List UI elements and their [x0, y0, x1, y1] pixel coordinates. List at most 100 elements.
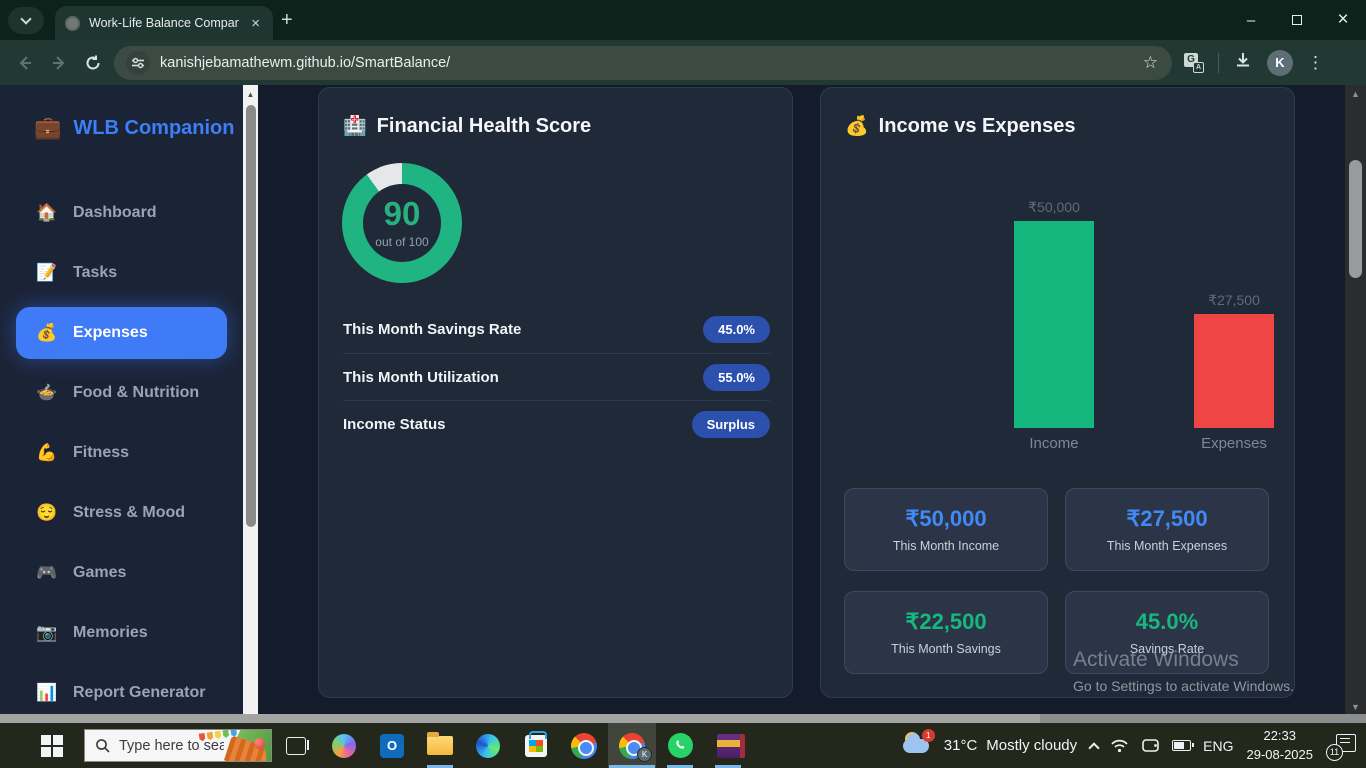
- winrar-button[interactable]: [704, 723, 752, 768]
- start-button[interactable]: [28, 723, 76, 768]
- money-bag-icon: 💰: [845, 116, 869, 137]
- whatsapp-icon: [667, 733, 693, 758]
- metric-label: This Month Savings Rate: [343, 321, 522, 338]
- wifi-icon[interactable]: [1110, 738, 1129, 753]
- sidebar-item-food-nutrition[interactable]: 🍲 Food & Nutrition: [0, 363, 243, 423]
- taskbar-search[interactable]: [84, 729, 272, 762]
- metric-row-income-status: Income Status Surplus: [343, 400, 770, 447]
- window-controls: – ×: [1228, 0, 1366, 40]
- income-bar-column: ₹50,000: [1014, 199, 1094, 428]
- tab-close-icon[interactable]: ×: [251, 14, 260, 32]
- page-scrollbar[interactable]: ▲ ▼: [1345, 85, 1366, 714]
- health-metrics: This Month Savings Rate 45.0% This Month…: [343, 306, 770, 447]
- browser-menu-button[interactable]: ⋮: [1307, 52, 1324, 72]
- hospital-icon: 🏥: [343, 116, 367, 137]
- sidebar-item-dashboard[interactable]: 🏠 Dashboard: [0, 183, 243, 243]
- muscle-icon: 💪: [36, 443, 58, 462]
- food-pot-icon: 🍲: [36, 383, 58, 402]
- reload-button[interactable]: [76, 46, 110, 80]
- sidebar-scrollbar[interactable]: ▲: [243, 85, 258, 714]
- income-bar-value: ₹50,000: [1028, 199, 1080, 215]
- restore-button[interactable]: [1274, 0, 1320, 40]
- restore-icon: [1292, 11, 1307, 25]
- new-tab-button[interactable]: +: [281, 9, 293, 31]
- scroll-down-icon[interactable]: ▼: [1351, 702, 1360, 712]
- tune-icon: [132, 57, 144, 68]
- minimize-button[interactable]: –: [1246, 11, 1256, 29]
- winrar-icon: [716, 733, 745, 758]
- expenses-axis-label: Expenses: [1201, 435, 1267, 452]
- metric-value-badge: 45.0%: [703, 316, 770, 343]
- stat-value: ₹27,500: [1126, 506, 1208, 531]
- task-view-button[interactable]: [272, 723, 320, 768]
- chrome-profile-button[interactable]: K: [608, 723, 656, 768]
- chevron-down-icon: [20, 13, 32, 25]
- downloads-button[interactable]: [1233, 50, 1253, 75]
- address-bar[interactable]: kanishjebamathewm.github.io/SmartBalance…: [114, 45, 1172, 80]
- back-arrow-icon: [19, 55, 31, 70]
- translate-button[interactable]: G A: [1184, 52, 1204, 73]
- file-explorer-button[interactable]: [416, 723, 464, 768]
- sidebar-item-label: Food & Nutrition: [73, 384, 200, 401]
- expenses-bar: [1194, 314, 1274, 428]
- taskbar-tray: 1 31°C Mostly cloudy ENG 22:33 29-08-202…: [902, 727, 1366, 765]
- gamepad-icon: 🎮: [36, 563, 58, 582]
- tray-expand-chevron-icon[interactable]: [1088, 741, 1100, 754]
- bookmark-star-icon[interactable]: ☆: [1142, 52, 1158, 72]
- stat-box-income: ₹50,000 This Month Income: [844, 488, 1048, 571]
- scroll-up-icon[interactable]: ▲: [246, 90, 255, 99]
- back-button[interactable]: [8, 46, 42, 80]
- taskbar: O K 1 31°C Mostly cloud: [0, 723, 1366, 768]
- sidebar-scrollbar-bottom[interactable]: [243, 700, 258, 714]
- page-scrollbar-thumb[interactable]: [1349, 160, 1362, 278]
- tab-title: Work-Life Balance Companion: [89, 16, 240, 30]
- globe-favicon-icon: [65, 15, 80, 31]
- url-text[interactable]: kanishjebamathewm.github.io/SmartBalance…: [160, 54, 451, 71]
- weather-widget[interactable]: 1 31°C Mostly cloudy: [902, 728, 1077, 761]
- sidebar-item-stress-mood[interactable]: 😌 Stress & Mood: [0, 483, 243, 543]
- forward-arrow-icon: [53, 55, 65, 70]
- browser-tab[interactable]: Work-Life Balance Companion ×: [55, 6, 273, 40]
- sidebar-item-fitness[interactable]: 💪 Fitness: [0, 423, 243, 483]
- forward-button[interactable]: [42, 46, 76, 80]
- horizontal-scrollbar[interactable]: [0, 714, 1366, 723]
- site-settings-button[interactable]: [126, 50, 150, 75]
- chrome-button[interactable]: [560, 723, 608, 768]
- file-explorer-icon: [427, 732, 453, 755]
- sidebar-item-label: Games: [73, 564, 127, 581]
- close-button[interactable]: ×: [1337, 9, 1349, 30]
- language-indicator[interactable]: ENG: [1203, 737, 1234, 754]
- cast-icon[interactable]: [1141, 738, 1160, 753]
- clock-widget[interactable]: 22:33 29-08-2025: [1247, 727, 1314, 765]
- sidebar-item-games[interactable]: 🎮 Games: [0, 543, 243, 603]
- running-indicator: [715, 765, 741, 768]
- copilot-button[interactable]: [320, 723, 368, 768]
- notification-center-button[interactable]: 11: [1326, 733, 1356, 761]
- sidebar-item-expenses[interactable]: 💰 Expenses: [16, 307, 227, 359]
- page-viewport: 💼 WLB Companion 🏠 Dashboard 📝 Tasks 💰 Ex…: [0, 85, 1366, 714]
- search-input[interactable]: [119, 737, 224, 754]
- sidebar-item-memories[interactable]: 📷 Memories: [0, 603, 243, 663]
- income-card-title: Income vs Expenses: [878, 114, 1076, 137]
- stat-box-savings: ₹22,500 This Month Savings: [844, 591, 1048, 674]
- browser-toolbar: kanishjebamathewm.github.io/SmartBalance…: [0, 40, 1366, 85]
- scroll-up-icon[interactable]: ▲: [1351, 89, 1360, 99]
- horizontal-scrollbar-thumb[interactable]: [0, 714, 1040, 723]
- whatsapp-button[interactable]: [656, 723, 704, 768]
- battery-icon[interactable]: [1172, 740, 1195, 751]
- stat-label: This Month Savings: [891, 642, 1001, 656]
- metric-label: This Month Utilization: [343, 368, 499, 386]
- sidebar-item-tasks[interactable]: 📝 Tasks: [0, 243, 243, 303]
- sidebar-item-report-generator[interactable]: 📊 Report Generator: [0, 663, 243, 714]
- sidebar-scrollbar-thumb[interactable]: [245, 105, 256, 527]
- metric-value-badge: Surplus: [691, 410, 770, 438]
- tab-search-button[interactable]: [8, 7, 44, 34]
- profile-avatar[interactable]: K: [1267, 49, 1293, 76]
- clock-time: 22:33: [1263, 727, 1297, 743]
- stat-label: This Month Expenses: [1106, 539, 1228, 553]
- financial-health-card: 🏥 Financial Health Score 90 out of 100 T…: [318, 87, 793, 698]
- ball-icon: [254, 738, 265, 749]
- outlook-button[interactable]: O: [368, 723, 416, 768]
- edge-button[interactable]: [464, 723, 512, 768]
- microsoft-store-button[interactable]: [512, 723, 560, 768]
